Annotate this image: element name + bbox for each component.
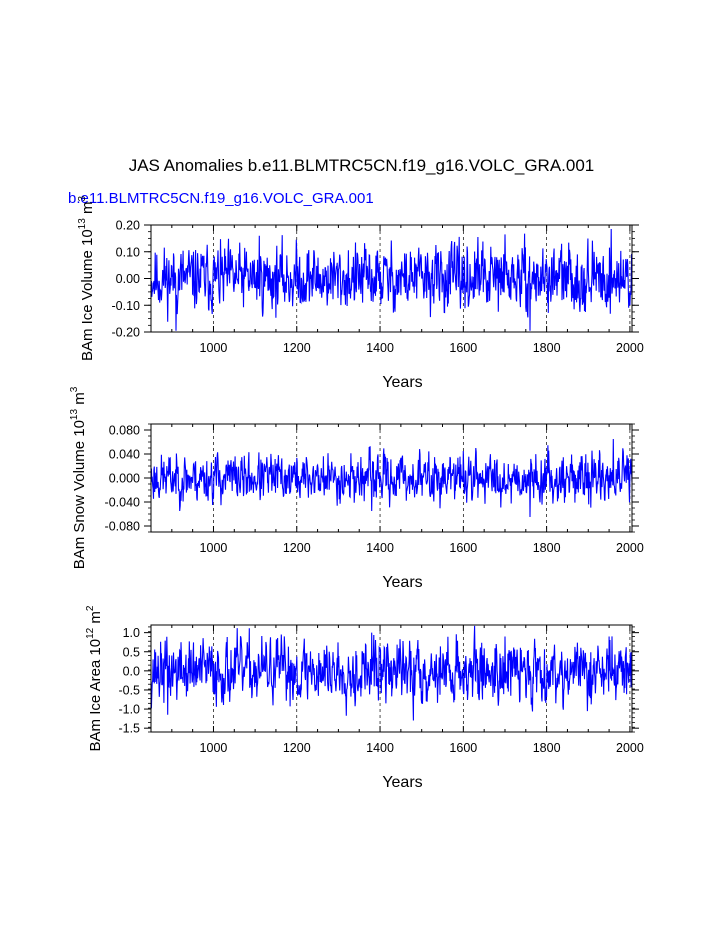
- page-title: JAS Anomalies b.e11.BLMTRC5CN.f19_g16.VO…: [128, 156, 595, 175]
- y-tick-label: -0.040: [105, 496, 140, 510]
- x-tick-label: 2000: [616, 541, 644, 555]
- x-tick-label: 1800: [533, 341, 561, 355]
- y-tick-label: 0.000: [109, 472, 140, 486]
- y-axis-label-part: BAm Snow Volume 10: [71, 420, 88, 569]
- chart-panel-snow-volume: 1000 1200 1400 1600 1800 2000 -0.080 -0.040 0.00…: [69, 386, 644, 591]
- x-tick-label: 1600: [449, 541, 477, 555]
- x-tick-label: 1200: [283, 541, 311, 555]
- x-tick-label: 1200: [283, 341, 311, 355]
- series-line-ice-volume: [150, 228, 633, 331]
- y-tick-label: -0.10: [112, 299, 141, 313]
- x-tick-label: 1400: [366, 541, 394, 555]
- y-axis-label-part: 3: [69, 386, 80, 392]
- series-line-ice-area: [150, 625, 633, 721]
- x-axis-label: Years: [382, 374, 422, 391]
- y-axis-label: BAm Ice Volume 1013 m3: [77, 196, 96, 362]
- y-axis-label: BAm Snow Volume 1013 m3: [69, 386, 88, 569]
- x-tick-label: 1400: [366, 341, 394, 355]
- x-tick-label: 1000: [200, 741, 228, 755]
- case-label: b.e11.BLMTRC5CN.f19_g16.VOLC_GRA.001: [68, 190, 374, 207]
- x-tick-label: 1200: [283, 741, 311, 755]
- y-axis-label-part: BAm Ice Area 10: [87, 639, 104, 752]
- y-tick-label: 0.0: [123, 664, 140, 678]
- y-tick-label: 0.20: [116, 219, 140, 233]
- x-tick-label: 1600: [449, 341, 477, 355]
- y-tick-label: -1.5: [118, 722, 140, 736]
- y-tick-label: 0.10: [116, 245, 140, 259]
- x-tick-label: 1000: [200, 541, 228, 555]
- y-axis-label-part: m: [79, 202, 96, 219]
- y-axis-label-part: 12: [85, 627, 96, 639]
- series-line-snow-volume: [150, 438, 633, 518]
- y-tick-label: 0.080: [109, 424, 140, 438]
- y-axis-label-part: 2: [85, 605, 96, 611]
- y-tick-label: 0.5: [123, 645, 140, 659]
- y-tick-label: 0.040: [109, 448, 140, 462]
- x-tick-label: 1800: [533, 541, 561, 555]
- x-tick-label: 1000: [200, 341, 228, 355]
- x-tick-label: 1600: [449, 741, 477, 755]
- y-tick-label: 1.0: [123, 626, 140, 640]
- y-axis-label-part: 3: [77, 196, 88, 202]
- x-tick-label: 1800: [533, 741, 561, 755]
- y-axis-label-part: m: [71, 392, 88, 409]
- y-axis-label-part: 13: [69, 408, 80, 420]
- x-tick-label: 2000: [616, 741, 644, 755]
- x-tick-label: 1400: [366, 741, 394, 755]
- y-tick-label: -1.0: [118, 703, 140, 717]
- chart-panel-ice-volume: 1000 1200 1400 1600 1800 2000 -0.20 -0.10 0.00 0.…: [77, 196, 644, 391]
- y-tick-label: -0.20: [112, 326, 141, 340]
- y-tick-label: -0.080: [105, 520, 140, 534]
- y-tick-label: 0.00: [116, 272, 140, 286]
- chart-panel-ice-area: 1000 1200 1400 1600 1800 2000 -1.5 -1.0 -0.5 0.0 0…: [85, 605, 644, 791]
- x-axis-label: Years: [382, 574, 422, 591]
- y-axis-label-part: BAm Ice Volume 10: [79, 229, 96, 361]
- y-tick-label: -0.5: [118, 683, 140, 697]
- y-axis-label-part: 13: [77, 218, 88, 230]
- y-axis-label: BAm Ice Area 1012 m2: [85, 605, 104, 751]
- x-tick-label: 2000: [616, 341, 644, 355]
- x-axis-label: Years: [382, 774, 422, 791]
- plot-frame: [150, 624, 633, 733]
- y-axis-label-part: m: [87, 611, 104, 628]
